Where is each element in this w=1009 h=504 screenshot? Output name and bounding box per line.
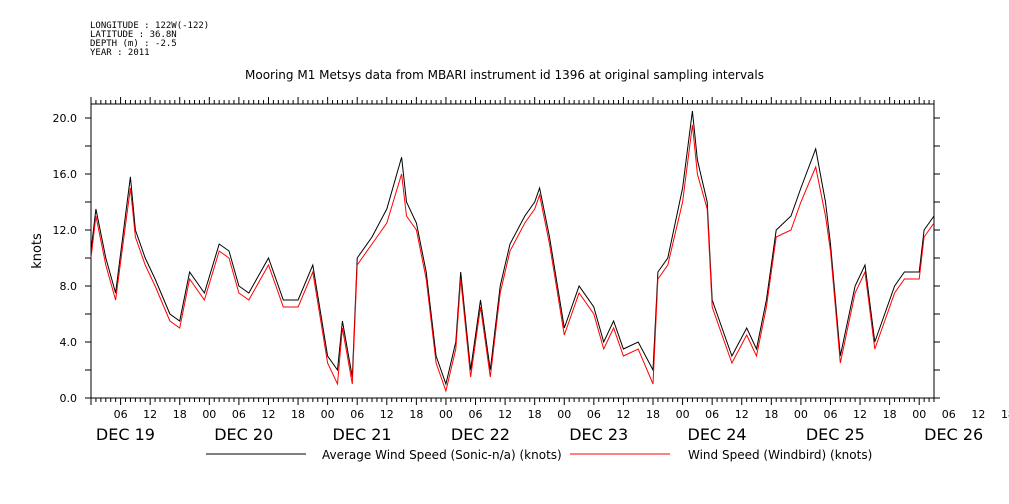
legend-label-windbird: Wind Speed (Windbird) (knots) [688,448,872,462]
y-tick-label: 4.0 [60,336,78,349]
x-tick-label: 12 [143,408,157,421]
day-label: DEC 22 [451,425,510,444]
series-line-windbird [90,124,935,393]
x-tick-label: 12 [261,408,275,421]
day-label: DEC 19 [96,425,155,444]
x-tick-label: 18 [173,408,187,421]
y-axis-label: knots [30,233,45,269]
legend: Average Wind Speed (Sonic-n/a) (knots) W… [206,448,872,462]
y-tick-label: 16.0 [53,168,78,181]
x-tick-label: 00 [439,408,453,421]
y-tick-label: 12.0 [53,224,78,237]
x-tick-labels: 06 12 18 00 06 12 18 00 06 12 18 00 06 12 18 00 06 12 18 00… [114,408,1009,421]
x-tick-label: 06 [469,408,483,421]
day-label: DEC 26 [924,425,983,444]
day-label: DEC 20 [214,425,273,444]
y-tick-label: 20.0 [53,112,78,125]
day-label: DEC 25 [806,425,865,444]
x-tick-label: 12 [735,408,749,421]
x-tick-label: 18 [409,408,423,421]
depth-label: DEPTH (m) : -2.5 [90,39,177,49]
x-tick-label: 12 [971,408,985,421]
x-tick-label: 06 [350,408,364,421]
x-tick-label: 12 [498,408,512,421]
x-tick-label: 18 [883,408,897,421]
series-lines [90,110,935,393]
series-line-sonic [90,110,935,386]
x-tick-label: 00 [676,408,690,421]
x-tick-label: 18 [291,408,305,421]
axis-ticks [85,97,940,405]
x-tick-label: 06 [705,408,719,421]
legend-label-sonic: Average Wind Speed (Sonic-n/a) (knots) [322,448,562,462]
day-label: DEC 24 [688,425,747,444]
x-tick-label: 12 [380,408,394,421]
year-label: YEAR : 2011 [90,48,150,58]
x-tick-label: 06 [232,408,246,421]
x-tick-label: 18 [1001,408,1009,421]
x-tick-label: 18 [646,408,660,421]
x-tick-label: 12 [616,408,630,421]
x-tick-label: 18 [528,408,542,421]
x-tick-label: 06 [823,408,837,421]
x-tick-label: 00 [912,408,926,421]
y-tick-label: 0.0 [60,392,78,405]
latitude-label: LATITUDE : 36.8N [90,30,177,40]
x-tick-label: 06 [587,408,601,421]
x-tick-label: 00 [202,408,216,421]
x-tick-label: 06 [942,408,956,421]
x-tick-label: 12 [853,408,867,421]
x-tick-label: 00 [321,408,335,421]
day-label: DEC 21 [333,425,392,444]
day-labels: DEC 19 DEC 20 DEC 21 DEC 22 DEC 23 DEC 24 DEC … [96,425,983,444]
day-label: DEC 23 [569,425,628,444]
y-tick-label: 8.0 [60,280,78,293]
x-tick-label: 06 [114,408,128,421]
x-tick-label: 00 [557,408,571,421]
longitude-label: LONGITUDE : 122W(-122) [90,21,210,31]
x-tick-label: 00 [794,408,808,421]
y-tick-labels: 0.0 4.0 8.0 12.0 16.0 20.0 [53,112,78,405]
chart-title: Mooring M1 Metsys data from MBARI instru… [245,68,764,82]
x-tick-label: 18 [764,408,778,421]
